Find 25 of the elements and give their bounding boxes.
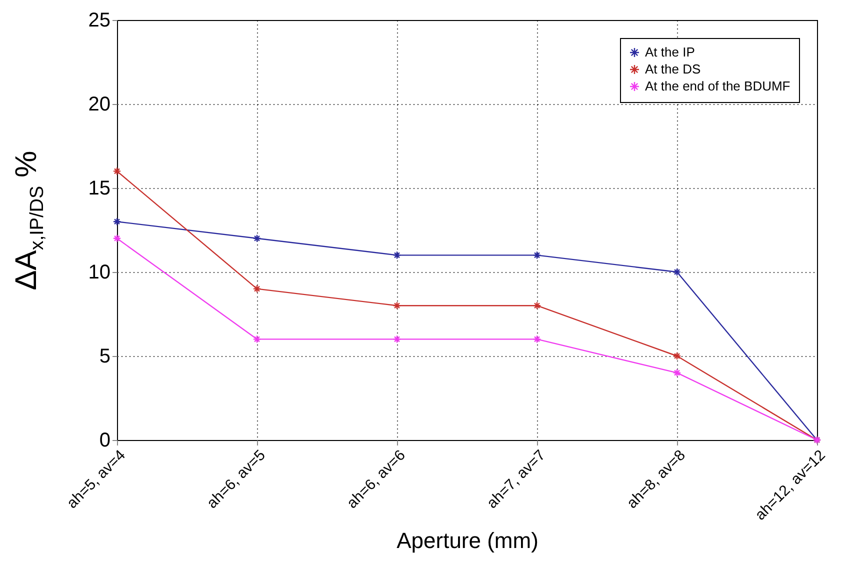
- point: [672, 268, 682, 276]
- point: [392, 251, 402, 260]
- point: [252, 284, 262, 293]
- point: [672, 352, 682, 360]
- point: [392, 301, 402, 310]
- y-tick-label: 5: [99, 346, 110, 368]
- y-tick-label: 15: [88, 178, 110, 200]
- point: [252, 335, 262, 344]
- point: [672, 368, 682, 377]
- y-tick-label: 20: [88, 94, 110, 116]
- point: [112, 234, 122, 243]
- point: [252, 234, 262, 243]
- legend-label: At the DS: [645, 62, 701, 76]
- legend-label: At the IP: [645, 44, 695, 60]
- y-tick-label: 25: [88, 10, 110, 32]
- y-tick-label: 0: [99, 430, 110, 452]
- x-axis-title: Aperture (mm): [396, 528, 538, 553]
- point: [112, 217, 122, 226]
- y-tick-label: 10: [88, 262, 110, 284]
- point: [532, 335, 542, 344]
- point: [532, 301, 542, 310]
- legend-label: At the end of the BDUMF: [645, 78, 790, 94]
- point: [112, 167, 122, 176]
- point: [532, 251, 542, 260]
- point: [392, 335, 402, 344]
